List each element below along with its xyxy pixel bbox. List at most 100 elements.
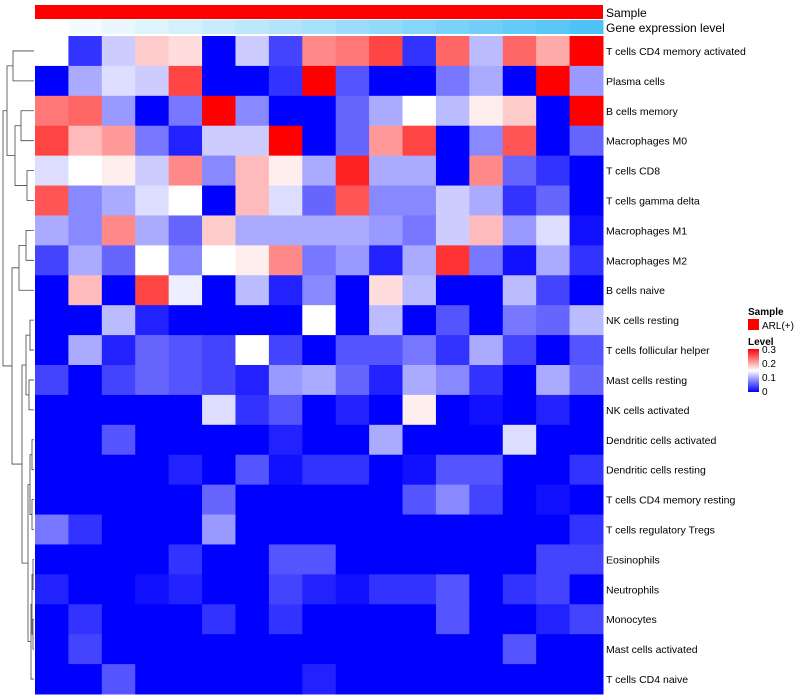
expression-annotation-cell <box>302 20 337 34</box>
heatmap-cell <box>402 424 437 456</box>
heatmap-cell <box>369 454 404 486</box>
heatmap-cell <box>536 185 571 216</box>
heatmap-cell <box>268 574 303 605</box>
heatmap-cell <box>268 36 303 67</box>
heatmap-cell <box>268 335 303 366</box>
heatmap-cell <box>435 95 470 127</box>
heatmap-cell <box>335 424 370 456</box>
heatmap-cell <box>68 125 103 157</box>
heatmap-cell <box>469 664 504 695</box>
heatmap-cell <box>135 514 170 545</box>
heatmap-cell <box>202 365 236 396</box>
heatmap-cell <box>369 335 404 366</box>
heatmap-cell <box>536 305 571 336</box>
heatmap-cell <box>569 544 604 575</box>
heatmap-cell <box>536 604 571 635</box>
heatmap-cell <box>569 95 604 127</box>
row-label: T cells gamma delta <box>606 196 700 208</box>
sample-annotation-bar <box>35 5 603 19</box>
heatmap-cell <box>235 36 270 67</box>
expression-annotation-cell <box>35 20 69 34</box>
heatmap-cell <box>101 424 136 456</box>
heatmap-cell <box>68 514 103 545</box>
heatmap-cell <box>369 634 404 665</box>
heatmap-cell <box>235 484 270 516</box>
heatmap-cell <box>335 65 370 97</box>
expression-annotation-cell <box>402 20 437 34</box>
heatmap-cell <box>402 514 437 545</box>
heatmap-cell <box>235 394 270 426</box>
heatmap-cell <box>35 484 69 516</box>
heatmap-cell <box>202 454 236 486</box>
heatmap-cell <box>435 125 470 157</box>
heatmap-cell <box>502 544 537 575</box>
heatmap-cell <box>569 484 604 516</box>
heatmap-cell <box>302 484 337 516</box>
heatmap-cell <box>502 305 537 336</box>
heatmap-cell <box>35 514 69 545</box>
heatmap-cell <box>235 424 270 456</box>
heatmap-cell <box>469 95 504 127</box>
heatmap-cell <box>135 245 170 276</box>
heatmap-cell <box>101 95 136 127</box>
heatmap-cell <box>101 275 136 306</box>
heatmap-cell <box>435 155 470 187</box>
heatmap-cell <box>302 634 337 665</box>
heatmap-cell <box>168 664 203 695</box>
heatmap-cell <box>68 335 103 366</box>
heatmap-cell <box>68 65 103 97</box>
legend-level-tick: 0.2 <box>762 359 776 370</box>
row-label: NK cells activated <box>606 405 690 417</box>
heatmap-cell <box>369 514 404 545</box>
heatmap-cell <box>268 454 303 486</box>
heatmap-cell <box>502 36 537 67</box>
heatmap-cell <box>302 335 337 366</box>
expression-annotation-cell <box>369 20 404 34</box>
heatmap-cell <box>135 634 170 665</box>
heatmap-cell <box>469 185 504 216</box>
heatmap-cell <box>68 365 103 396</box>
heatmap-cell <box>435 424 470 456</box>
heatmap-cell <box>502 365 537 396</box>
heatmap-cell <box>502 574 537 605</box>
row-label: Dendritic cells resting <box>606 465 706 477</box>
heatmap-cell <box>68 454 103 486</box>
heatmap-cell <box>302 155 337 187</box>
heatmap-cell <box>35 664 69 695</box>
heatmap-cell <box>135 664 170 695</box>
heatmap-cell <box>101 514 136 545</box>
row-label: Macrophages M2 <box>606 255 687 267</box>
heatmap-cell <box>101 65 136 97</box>
heatmap-cell <box>435 484 470 516</box>
heatmap-cell <box>302 604 337 635</box>
heatmap-cell <box>235 305 270 336</box>
heatmap-cell <box>335 484 370 516</box>
heatmap-cell <box>502 454 537 486</box>
row-dendrogram <box>2 50 34 680</box>
heatmap-cell <box>369 95 404 127</box>
row-label: T cells CD4 memory resting <box>606 495 735 507</box>
heatmap-cell <box>101 664 136 695</box>
heatmap-cell <box>335 604 370 635</box>
heatmap-cell <box>335 215 370 246</box>
heatmap-cell <box>235 65 270 97</box>
heatmap-cell <box>202 604 236 635</box>
expression-annotation-cell <box>268 20 303 34</box>
heatmap-cell <box>536 664 571 695</box>
heatmap-cell <box>68 544 103 575</box>
heatmap-cell <box>469 275 504 306</box>
heatmap-cell <box>569 604 604 635</box>
heatmap-cell <box>302 36 337 67</box>
heatmap-cell <box>536 65 571 97</box>
heatmap-cell <box>68 305 103 336</box>
heatmap-cell <box>168 634 203 665</box>
heatmap-cell <box>402 155 437 187</box>
heatmap-cell <box>402 365 437 396</box>
heatmap-cell <box>68 664 103 695</box>
heatmap-cell <box>235 574 270 605</box>
heatmap-cell <box>35 365 69 396</box>
row-label: Mast cells resting <box>606 375 687 387</box>
heatmap-cell <box>335 365 370 396</box>
heatmap-cell <box>101 185 136 216</box>
